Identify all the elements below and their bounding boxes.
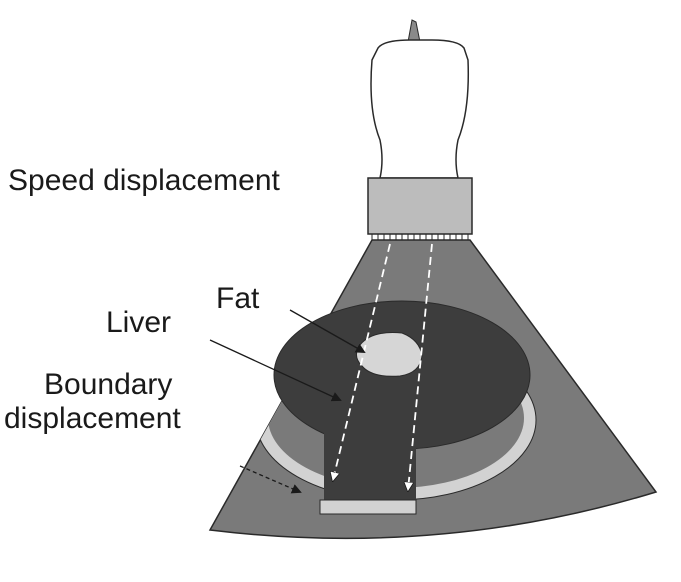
displaced-boundary-segment [319, 499, 417, 515]
fat-pointer [289, 309, 366, 353]
fat-label: Fat [216, 282, 260, 315]
probe-handle [370, 39, 470, 179]
liver-beam-column [324, 420, 416, 508]
transducer-array [371, 234, 469, 240]
probe-tip [407, 19, 421, 43]
ultrasound-probe [367, 19, 473, 240]
speed-displacement-label: Speed displacement [8, 164, 281, 197]
boundary-label-line2: displacement [4, 402, 181, 435]
boundary-pointer [239, 465, 302, 494]
beam-line-left [333, 243, 391, 480]
liver-pointer [209, 339, 342, 402]
boundary-label-line1: Boundary [44, 368, 172, 401]
beam-line-right [408, 243, 433, 490]
liver-label: Liver [106, 306, 171, 339]
probe-transducer [367, 177, 473, 235]
